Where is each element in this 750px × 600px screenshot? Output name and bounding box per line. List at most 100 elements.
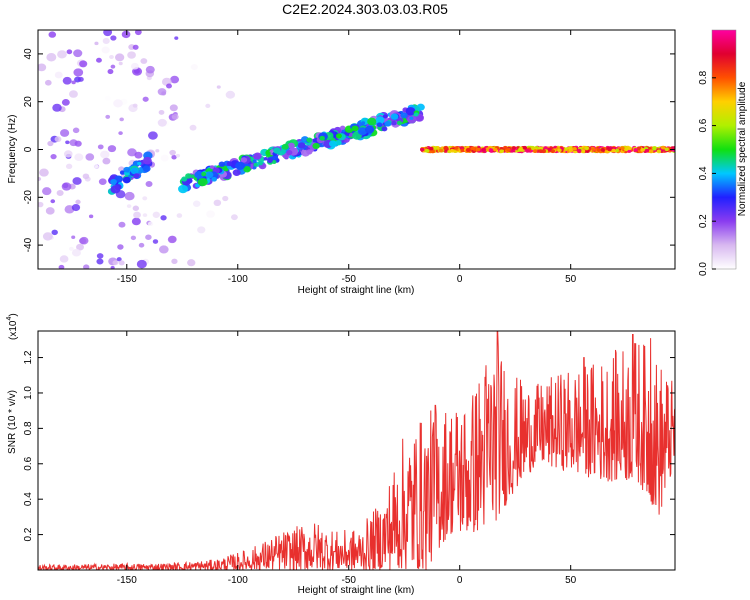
heatmap-cell <box>488 148 494 153</box>
heatmap-cell <box>297 142 306 149</box>
x-tick-label: 0 <box>457 575 463 586</box>
heatmap-cell <box>620 146 625 151</box>
heatmap-cell <box>97 144 104 150</box>
heatmap-cell <box>225 90 236 99</box>
heatmap-cell <box>312 142 320 150</box>
heatmap-cell <box>79 236 89 245</box>
heatmap-cell <box>530 146 536 151</box>
heatmap-cell <box>142 213 148 218</box>
heatmap-cell <box>329 140 337 148</box>
heatmap-cell <box>102 157 111 165</box>
heatmap-cell <box>126 204 132 209</box>
heatmap-cell <box>142 156 152 165</box>
heatmap-cell <box>454 146 459 150</box>
heatmap-cell <box>132 44 139 50</box>
colorbar-tick-label: 0.8 <box>698 70 709 84</box>
heatmap-cell <box>171 258 178 264</box>
heatmap-cell <box>460 148 465 153</box>
heatmap-cell <box>211 176 217 182</box>
heatmap-cell <box>644 148 650 153</box>
heatmap-cell <box>56 190 64 197</box>
snr-panel: -150 -100 -50 0 50 0.2 0.4 0.6 0.8 1.0 1.2 Height… <box>6 313 676 596</box>
heatmap-cell <box>633 147 638 152</box>
snr-multiplier-base: (x10 <box>8 320 19 340</box>
heatmap-cell <box>170 75 180 84</box>
heatmap-cell <box>541 149 547 154</box>
heatmap-cell <box>652 146 657 151</box>
heatmap-cell <box>438 148 444 153</box>
heatmap-cell <box>384 120 392 127</box>
y-tick-label: 0.2 <box>23 527 34 541</box>
heatmap-cell <box>145 234 152 240</box>
heatmap-cell <box>66 49 73 55</box>
y-tick-label: -40 <box>23 237 34 252</box>
heatmap-cell <box>74 140 82 147</box>
snr-multiplier-close: ) <box>8 313 19 316</box>
heatmap-cell <box>340 125 346 131</box>
heatmap-cell <box>62 76 72 85</box>
heatmap-cell <box>72 177 82 185</box>
x-tick-label: -50 <box>342 274 357 285</box>
heatmap-cell <box>405 107 416 116</box>
heatmap-cell <box>187 259 196 267</box>
heatmap-cell <box>95 165 100 169</box>
heatmap-cell <box>648 149 654 154</box>
heatmap-cell <box>306 137 313 143</box>
heatmap-cell <box>136 259 147 269</box>
colorbar-label: Normalized spectral amplitude <box>737 81 748 216</box>
x-tick-label: -150 <box>117 575 137 586</box>
y-tick-label: 20 <box>23 96 34 108</box>
snr-x-ticks: -150 -100 -50 0 50 <box>117 331 577 586</box>
heatmap-cell <box>48 31 57 38</box>
heatmap-cell <box>185 173 192 179</box>
heatmap-cell <box>65 140 70 145</box>
heatmap-cell <box>263 157 268 161</box>
heatmap-cell <box>142 96 149 102</box>
figure-title: C2E2.2024.303.03.03.R05 <box>282 1 448 17</box>
heatmap-cell <box>51 229 58 236</box>
heatmap-cell <box>518 146 524 151</box>
heatmap-cell <box>157 88 167 96</box>
heatmap-cell <box>71 235 76 239</box>
heatmap-cell <box>550 149 556 153</box>
heatmap-cell <box>158 109 165 115</box>
heatmap-cell <box>381 126 388 132</box>
heatmap-cell <box>110 265 115 269</box>
heatmap-cell <box>367 117 377 126</box>
heatmap-cell <box>623 147 629 151</box>
heatmap-cell <box>118 131 123 136</box>
x-tick-label: 0 <box>457 274 463 285</box>
heatmap-cell <box>69 246 74 251</box>
x-tick-label: -150 <box>117 274 137 285</box>
heatmap-cell <box>253 162 258 167</box>
heatmap-cell <box>109 54 114 59</box>
heatmap-cell <box>107 69 114 75</box>
heatmap-cell <box>118 221 126 228</box>
snr-y-label: SNR (10 * v/v) <box>7 390 18 454</box>
heatmap-cell <box>506 147 511 152</box>
heatmap-cell <box>73 68 84 77</box>
heatmap-cell <box>596 148 601 152</box>
heatmap-cell <box>543 146 548 150</box>
heatmap-cell <box>137 161 142 166</box>
heatmap-cell <box>58 264 65 269</box>
heatmap-cell <box>375 116 385 124</box>
snr-series-line <box>38 331 675 570</box>
heatmap-cell <box>68 90 78 98</box>
heatmap-cell <box>132 205 140 211</box>
heatmap-cell <box>166 83 172 89</box>
heatmap-cell <box>159 245 169 254</box>
heatmap-cell <box>206 210 215 218</box>
heatmap-cell <box>155 149 160 153</box>
heatmap-cell <box>96 57 102 63</box>
heatmap-cell <box>38 176 42 181</box>
heatmap-cell <box>419 147 425 152</box>
colorbar: 0.0 0.2 0.4 0.6 0.8 Normalized spectral ampl… <box>698 29 748 276</box>
heatmap-cell <box>190 63 198 71</box>
snr-x-label: Height of straight line (km) <box>298 585 415 596</box>
heatmap-cell <box>61 182 72 191</box>
heatmap-cell <box>226 161 233 167</box>
heatmap-cell <box>429 146 434 151</box>
y-tick-label: 0.6 <box>23 456 34 470</box>
heatmap-cell <box>117 244 124 250</box>
